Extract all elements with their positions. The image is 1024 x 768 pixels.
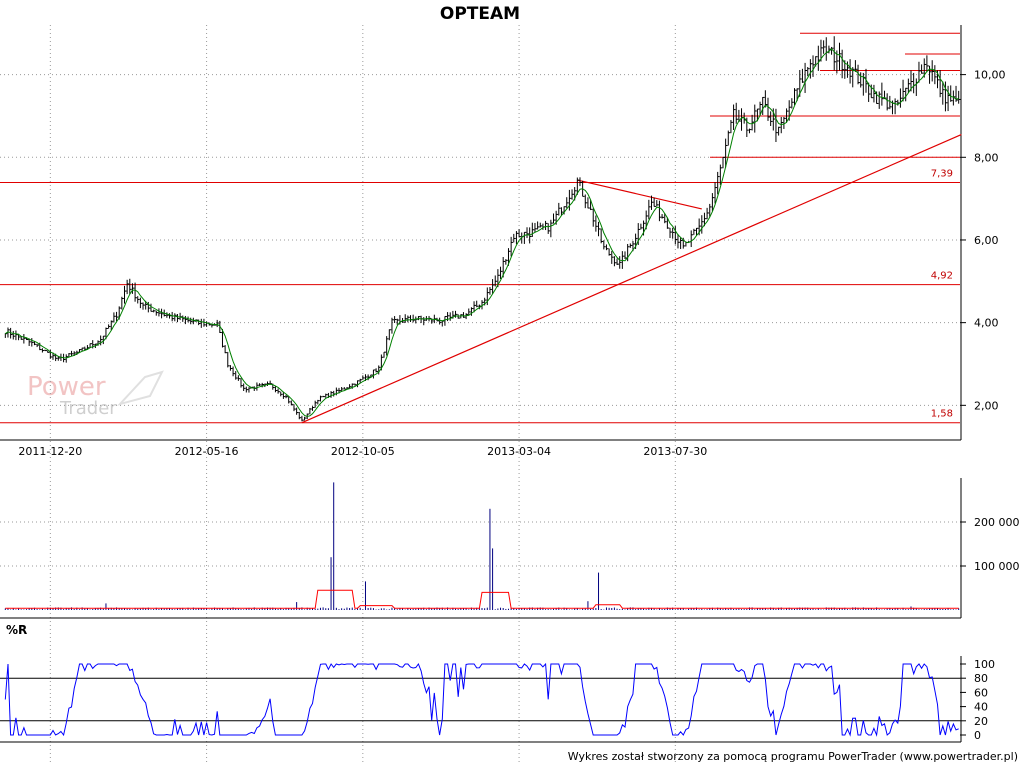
- watermark-power: Power: [27, 372, 106, 402]
- y-tick-label: 4,00: [974, 317, 999, 330]
- level-label: 4,92: [931, 271, 953, 282]
- wr-tick-label: 40: [974, 701, 988, 714]
- x-tick-label: 2011-12-20: [18, 445, 82, 458]
- watermark: Power Trader: [27, 370, 164, 419]
- watermark-trader: Trader: [59, 398, 117, 419]
- level-label: 7,39: [931, 169, 953, 180]
- y-tick-label: 2,00: [974, 399, 999, 412]
- volume-average-line: [5, 589, 959, 609]
- volume-tick-label: 200 000: [974, 516, 1020, 529]
- price-panel: 2011-12-20 2012-05-16 2012-10-05 2013-03-04…: [0, 25, 1006, 765]
- wr-tick-label: 100: [974, 658, 995, 671]
- wr-tick-label: 60: [974, 686, 988, 699]
- williams-r-line: [4, 662, 959, 737]
- wr-tick-label: 0: [974, 729, 981, 742]
- x-tick-label: 2013-03-04: [487, 445, 551, 458]
- volume-panel: 100 000 200 000: [0, 478, 1020, 619]
- volume-tick-label: 100 000: [974, 560, 1020, 573]
- level-label: 1,58: [931, 409, 953, 420]
- moving-average-line: [5, 48, 959, 418]
- trend-line: [577, 179, 702, 210]
- trend-line: [301, 134, 962, 424]
- wr-tick-label: 20: [974, 715, 988, 728]
- x-tick-label: 2012-05-16: [175, 445, 239, 458]
- indicator-title: %R: [6, 623, 27, 637]
- chart-title: OPTEAM: [440, 4, 520, 24]
- price-plot-area: [4, 25, 960, 426]
- footer-credit: Wykres został stworzony za pomocą progra…: [568, 750, 1018, 763]
- y-tick-label: 10,00: [974, 69, 1006, 82]
- x-tick-label: 2013-07-30: [643, 445, 707, 458]
- y-tick-label: 6,00: [974, 234, 999, 247]
- x-tick-label: 2012-10-05: [331, 445, 395, 458]
- wr-tick-label: 80: [974, 672, 988, 685]
- y-tick-label: 8,00: [974, 151, 999, 164]
- watermark-swoosh-icon: [116, 370, 164, 406]
